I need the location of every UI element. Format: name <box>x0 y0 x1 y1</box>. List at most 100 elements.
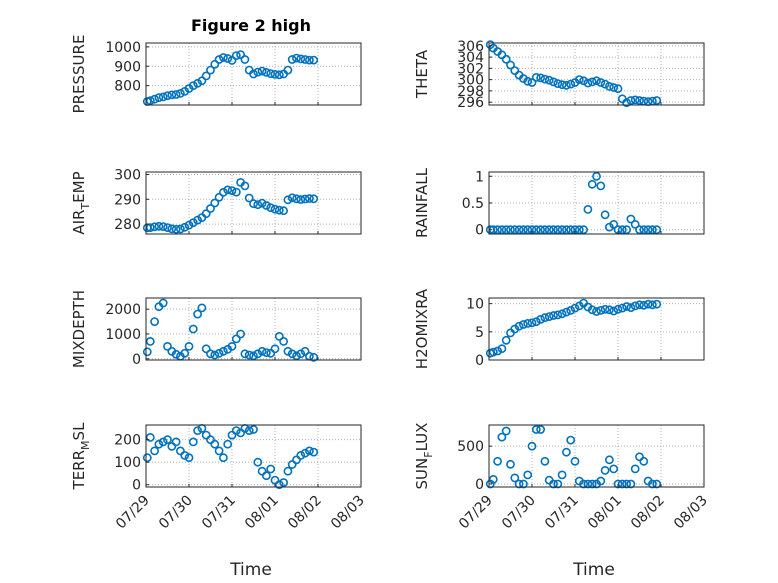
y-tick-label: 900 <box>114 59 141 75</box>
data-point <box>596 181 606 191</box>
data-point <box>223 185 233 195</box>
data-point <box>506 459 515 469</box>
data-point <box>304 55 314 65</box>
data-point <box>613 304 623 314</box>
data-point <box>497 344 507 354</box>
data-point <box>231 426 241 435</box>
x-tick-label: 07/30 <box>156 493 196 533</box>
y-axis-label-rest: SL <box>70 422 88 441</box>
data-point <box>201 209 211 219</box>
data-point <box>557 309 567 319</box>
x-tick-label: 07/31 <box>199 493 239 533</box>
data-point <box>501 335 511 345</box>
data-point <box>652 96 662 105</box>
data-point <box>626 479 636 489</box>
data-point <box>592 307 601 316</box>
data-point <box>154 439 164 449</box>
data-point <box>566 305 576 315</box>
data-point <box>287 349 297 359</box>
data-point <box>180 222 190 232</box>
data-point <box>197 303 207 313</box>
chart-panel-7: 0 100 200 07/29 07/30 07/31 08/01 08/02 08/03 TER… <box>70 422 368 532</box>
data-point <box>553 479 563 489</box>
data-point <box>648 479 657 489</box>
data-point <box>218 187 228 197</box>
data-point <box>184 341 194 351</box>
data-point <box>643 299 653 309</box>
data-point <box>557 80 567 90</box>
data-point <box>300 448 310 458</box>
data-point <box>201 71 211 81</box>
data-point <box>142 347 152 357</box>
data-point <box>180 450 190 460</box>
y-axis-label: PRESSURE <box>70 35 88 114</box>
data-point <box>266 464 276 474</box>
data-point <box>639 456 649 466</box>
x-tick-label: 07/29 <box>456 493 496 533</box>
data-point <box>514 225 524 235</box>
y-tick-label: 302 <box>457 61 484 77</box>
data-point <box>214 446 224 456</box>
data-point <box>236 329 245 339</box>
data-point <box>227 56 237 65</box>
data-point <box>244 193 254 203</box>
axes-frame <box>145 171 362 235</box>
y-axis-label-main: H2OMIXRA <box>413 288 431 369</box>
data-point <box>506 225 515 235</box>
data-point <box>523 318 533 328</box>
data-point <box>287 193 297 203</box>
data-point <box>309 55 319 65</box>
data-point <box>544 225 554 235</box>
data-point <box>201 430 211 440</box>
data-point <box>167 224 177 234</box>
data-point <box>279 336 288 346</box>
data-point <box>197 76 207 86</box>
y-axis-label-main: RAINFALL <box>413 167 431 238</box>
chart-panel-5: 0 1000 2000 MIXDEPTH <box>70 290 362 368</box>
data-point <box>639 300 649 310</box>
data-point <box>163 91 172 101</box>
y-axis-label-rest: LUX <box>413 423 431 452</box>
data-point <box>536 314 545 324</box>
data-point <box>514 321 524 331</box>
data-point <box>309 194 319 204</box>
data-point <box>626 303 636 312</box>
data-point <box>583 78 593 88</box>
y-tick-label: 5 <box>475 325 484 341</box>
data-point <box>648 300 657 310</box>
data-point <box>544 75 554 85</box>
data-point <box>274 70 284 80</box>
y-axis-label-rest: EMP <box>70 171 88 202</box>
data-point <box>583 479 593 489</box>
data-point <box>145 223 155 232</box>
data-point <box>218 453 228 463</box>
y-axis-label-main: TERR <box>70 450 88 491</box>
data-point <box>218 346 228 356</box>
chart-panel-8: 0 500 07/29 07/30 07/31 08/01 08/02 08/03 SUNFLU… <box>413 423 711 533</box>
data-point <box>630 301 640 311</box>
data-point <box>270 344 280 354</box>
data-point <box>617 303 627 313</box>
data-point <box>158 298 168 308</box>
data-point <box>150 94 159 104</box>
y-tick-label: 300 <box>114 167 141 183</box>
data-point <box>188 218 198 227</box>
data-point <box>214 348 224 358</box>
data-point <box>622 302 631 311</box>
data-point <box>193 309 202 319</box>
data-point <box>553 310 563 320</box>
data-point <box>544 312 554 321</box>
data-point <box>253 67 263 77</box>
data-point <box>579 76 588 86</box>
y-axis-label-sub: M <box>79 440 92 450</box>
x-tick-label: 07/31 <box>542 493 582 533</box>
data-point <box>244 426 254 435</box>
data-point <box>531 425 541 434</box>
data-point <box>566 435 576 445</box>
data-point <box>587 305 597 315</box>
y-axis-label-main: MIXDEPTH <box>70 290 88 368</box>
data-point <box>236 50 245 59</box>
data-point <box>154 221 164 231</box>
data-point <box>600 465 610 475</box>
y-axis-label-sub: T <box>79 203 92 211</box>
